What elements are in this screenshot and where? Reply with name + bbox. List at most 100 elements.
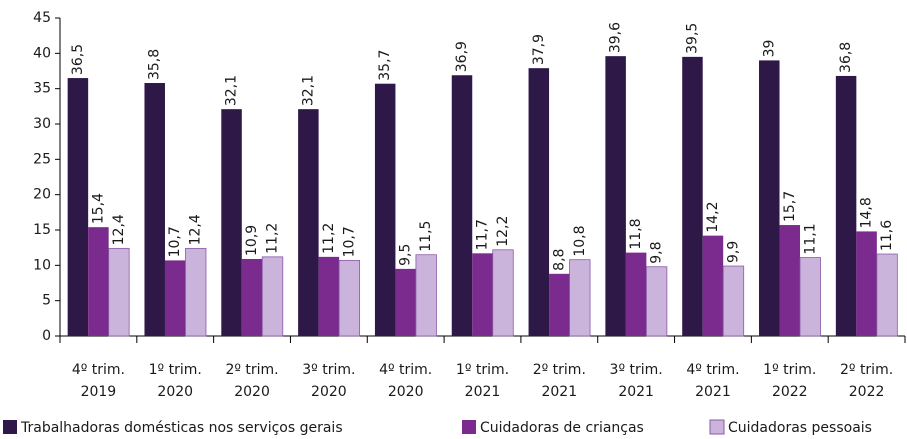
- value-label: 14,8: [859, 197, 875, 228]
- x-tick-label: 2020: [234, 384, 270, 400]
- bar: [682, 56, 703, 336]
- legend-swatch: [462, 420, 476, 434]
- x-tick-label: 2021: [618, 384, 654, 400]
- bar: [569, 259, 591, 337]
- bar: [185, 247, 207, 337]
- bar: [241, 258, 263, 336]
- value-label: 11,1: [802, 223, 818, 254]
- bar: [88, 227, 109, 336]
- value-label: 9,8: [649, 241, 665, 263]
- y-tick-label: 30: [33, 116, 51, 132]
- legend-label: Trabalhadoras domésticas nos serviços ge…: [20, 420, 343, 436]
- value-label: 11,5: [418, 221, 434, 252]
- bar: [645, 266, 668, 337]
- bar: [492, 249, 514, 337]
- value-label: 11,2: [265, 223, 281, 254]
- bar: [835, 75, 857, 337]
- x-tick-label: 4º trim.: [72, 362, 125, 378]
- bar: [528, 68, 550, 336]
- value-label: 12,2: [495, 216, 511, 247]
- value-label: 11,6: [879, 220, 895, 251]
- bar: [549, 273, 570, 336]
- x-tick-label: 2021: [541, 384, 577, 400]
- value-label: 11,2: [321, 223, 337, 254]
- bar: [856, 231, 877, 336]
- value-label: 9,5: [398, 244, 414, 266]
- x-tick-label: 2º trim.: [840, 362, 893, 378]
- y-tick-label: 20: [33, 187, 51, 203]
- value-label: 39,5: [684, 23, 700, 54]
- bar: [625, 252, 647, 336]
- bar: [472, 253, 493, 336]
- x-tick-label: 1º trim.: [763, 362, 816, 378]
- value-label: 9,9: [725, 241, 741, 263]
- x-tick-label: 3º trim.: [610, 362, 663, 378]
- value-label: 36,5: [70, 44, 86, 75]
- bar: [67, 78, 89, 337]
- value-label: 36,9: [454, 41, 470, 72]
- x-tick-label: 2º trim.: [225, 362, 278, 378]
- bar: [759, 60, 780, 337]
- bar: [144, 83, 165, 336]
- x-tick-label: 2021: [695, 384, 731, 400]
- value-label: 11,8: [628, 218, 644, 249]
- bar: [298, 109, 319, 336]
- value-label: 10,7: [341, 226, 357, 257]
- x-tick-label: 2020: [311, 384, 347, 400]
- x-tick-label: 4º trim.: [686, 362, 739, 378]
- value-label: 10,9: [244, 225, 260, 256]
- value-label: 10,8: [572, 226, 588, 257]
- value-label: 12,4: [111, 214, 127, 245]
- value-label: 12,4: [188, 214, 204, 245]
- bar: [338, 259, 361, 337]
- x-tick-label: 2019: [81, 384, 117, 400]
- x-tick-label: 1º trim.: [149, 362, 202, 378]
- bar: [261, 256, 284, 337]
- value-label: 39: [761, 40, 777, 58]
- value-label: 32,1: [224, 75, 240, 106]
- x-tick-label: 2021: [465, 384, 501, 400]
- y-tick-label: 15: [33, 222, 51, 238]
- bar: [108, 247, 130, 337]
- x-tick-label: 2022: [849, 384, 885, 400]
- legend-label: Cuidadoras de crianças: [480, 420, 644, 436]
- legend-swatch: [3, 420, 17, 434]
- y-tick-label: 45: [33, 10, 51, 26]
- bar: [221, 109, 242, 336]
- value-label: 11,7: [475, 219, 491, 250]
- x-tick-label: 2º trim.: [533, 362, 586, 378]
- value-label: 15,7: [782, 191, 798, 222]
- bar: [318, 256, 340, 336]
- x-tick-label: 2022: [772, 384, 808, 400]
- bar: [722, 265, 745, 337]
- bar: [451, 75, 473, 337]
- legend-swatch: [709, 419, 725, 435]
- value-label: 8,8: [551, 249, 567, 271]
- x-tick-label: 1º trim.: [456, 362, 509, 378]
- bar: [374, 83, 396, 336]
- value-label: 35,7: [377, 50, 393, 81]
- value-label: 37,9: [531, 34, 547, 65]
- bar: [415, 254, 437, 337]
- value-label: 32,1: [300, 75, 316, 106]
- value-label: 39,6: [608, 22, 624, 53]
- value-label: 36,8: [838, 42, 854, 73]
- x-tick-label: 2020: [388, 384, 424, 400]
- x-tick-label: 3º trim.: [302, 362, 355, 378]
- y-tick-label: 0: [42, 328, 51, 344]
- bar: [605, 56, 626, 336]
- legend-label: Cuidadoras pessoais: [728, 420, 872, 436]
- bar: [799, 257, 821, 337]
- bar: [702, 235, 724, 336]
- y-tick-label: 10: [33, 257, 51, 273]
- value-label: 14,2: [705, 201, 721, 232]
- y-tick-label: 5: [42, 293, 51, 309]
- y-tick-label: 35: [33, 81, 51, 97]
- value-label: 15,4: [90, 193, 106, 224]
- bar: [164, 260, 186, 336]
- bar: [395, 268, 416, 336]
- y-tick-label: 40: [33, 45, 51, 61]
- value-label: 35,8: [147, 49, 163, 80]
- x-tick-label: 2020: [157, 384, 193, 400]
